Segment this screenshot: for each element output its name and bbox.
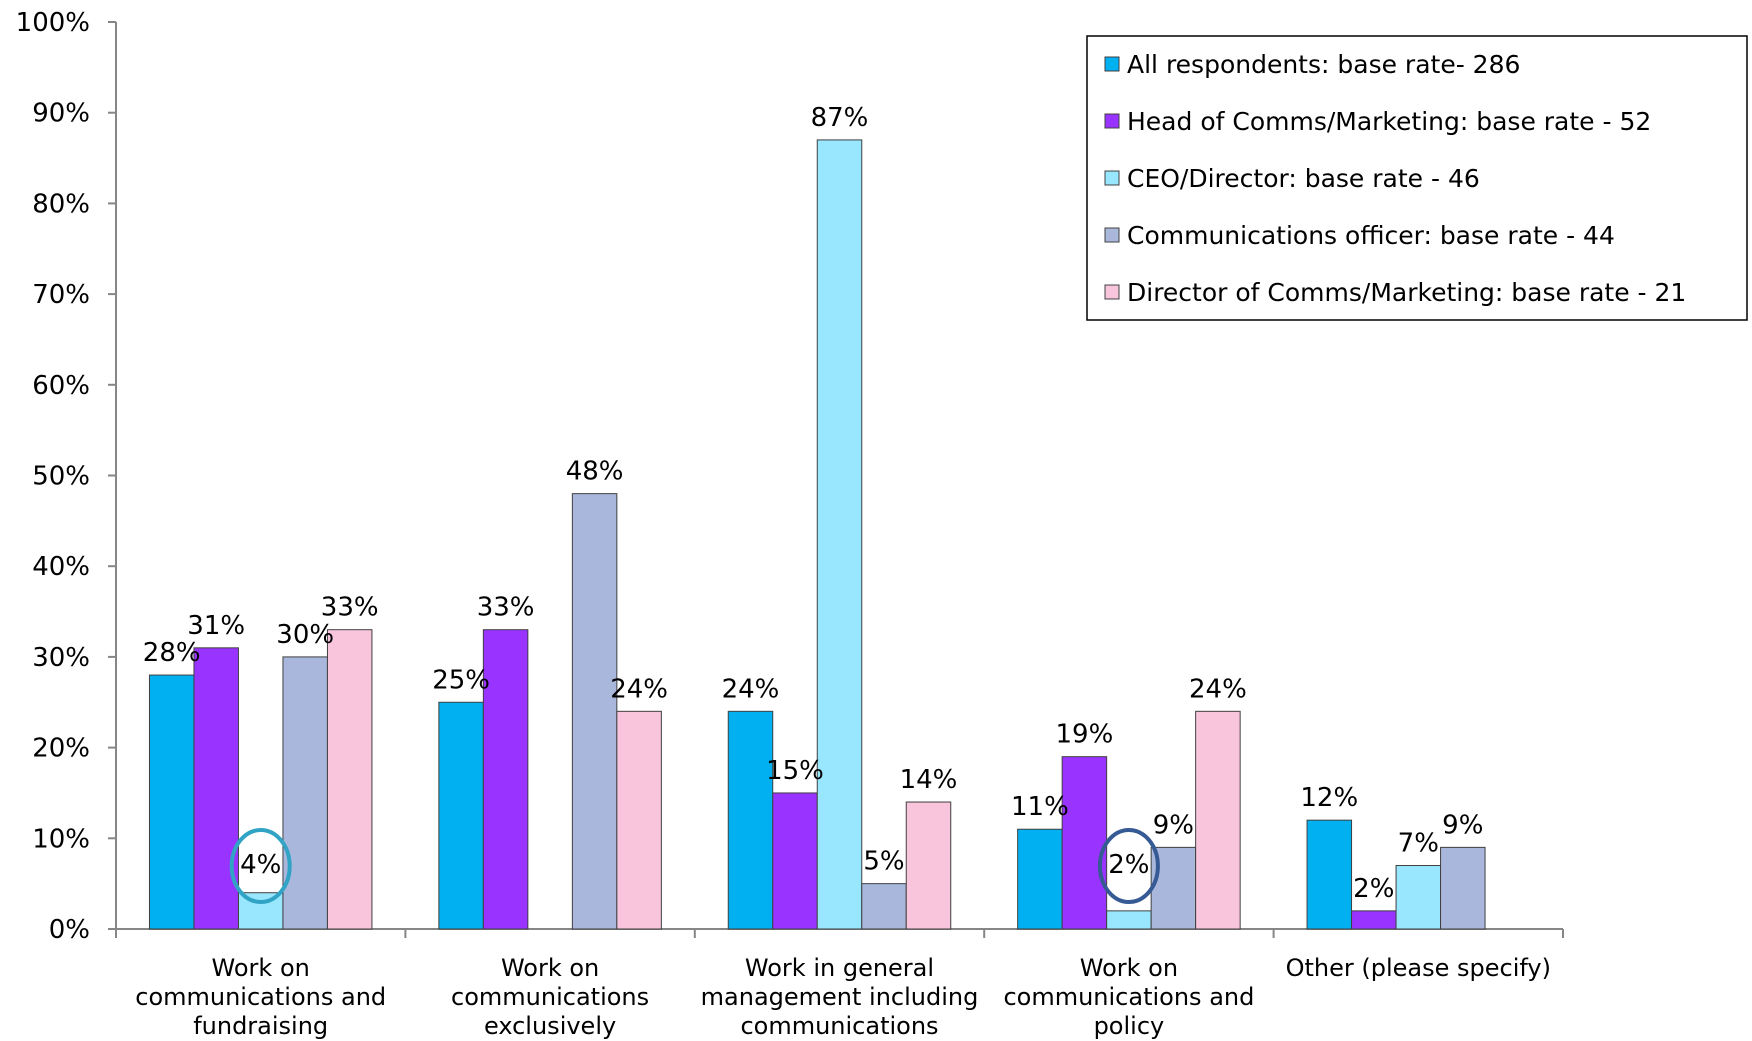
bar (1351, 910, 1397, 930)
bar (1061, 756, 1108, 930)
data-label: 28% (143, 638, 201, 668)
y-tick-label: 30% (32, 643, 90, 673)
x-category-label: Other (please specify) (1286, 954, 1551, 982)
bar (326, 629, 373, 930)
bar (905, 801, 952, 930)
legend-label: Communications officer: base rate - 44 (1127, 221, 1615, 250)
legend-swatch (1104, 170, 1120, 186)
legend-label: Director of Comms/Marketing: base rate -… (1127, 278, 1686, 307)
bar (1195, 710, 1241, 930)
legend-label: All respondents: base rate- 286 (1127, 50, 1520, 79)
y-tick-label: 50% (32, 462, 90, 492)
data-label: 24% (1189, 674, 1247, 704)
data-label: 33% (477, 593, 535, 623)
x-category-label: Work on communications and fundraising (135, 954, 386, 1040)
y-tick-label: 90% (32, 99, 90, 129)
data-label: 14% (900, 765, 958, 795)
legend-box (1086, 35, 1748, 321)
bar (727, 710, 774, 930)
y-tick-label: 0% (49, 915, 90, 945)
legend-swatch (1104, 284, 1120, 300)
data-label: 7% (1398, 829, 1439, 859)
data-label: 25% (432, 665, 490, 695)
legend-label: Head of Comms/Marketing: base rate - 52 (1127, 107, 1651, 136)
highlight-circles (229, 828, 1160, 904)
data-label: 2% (1108, 850, 1149, 880)
data-label: 33% (321, 593, 379, 623)
bar (1106, 910, 1152, 930)
bar (1440, 846, 1486, 930)
x-category-label: Work on communications and policy (1003, 954, 1254, 1040)
data-label: 11% (1011, 792, 1069, 822)
bar (482, 629, 529, 930)
data-label: 12% (1300, 783, 1358, 813)
axes: 0% 10% 20% 30% 40% 50% 60% 70% 80% 90% 100% Work on… (16, 8, 1564, 1040)
data-label: 24% (610, 674, 668, 704)
data-label: 19% (1056, 720, 1114, 750)
y-tick-label: 100% (16, 8, 90, 38)
bar (616, 710, 662, 930)
bar (861, 883, 907, 930)
legend: All respondents: base rate- 286 Head of C… (1086, 35, 1748, 321)
y-tick-label: 60% (32, 371, 90, 401)
bar (1017, 828, 1063, 930)
bars (148, 139, 1486, 930)
bar (282, 656, 328, 930)
data-label: 9% (1153, 810, 1194, 840)
y-tick-label: 10% (32, 824, 90, 854)
bar (772, 792, 818, 930)
data-label: 30% (276, 620, 334, 650)
legend-swatch (1104, 113, 1120, 129)
x-category-label: Work on communications exclusively (451, 954, 649, 1040)
data-label: 87% (811, 103, 869, 133)
data-label: 4% (240, 850, 281, 880)
data-label: 31% (187, 611, 245, 641)
y-tick-label: 70% (32, 280, 90, 310)
legend-swatch (1104, 56, 1120, 72)
highlight-circle (1097, 828, 1160, 904)
bar (571, 493, 618, 930)
bar (148, 674, 195, 930)
data-label: 24% (722, 674, 780, 704)
bar (1395, 865, 1442, 930)
y-tick-label: 80% (32, 189, 90, 219)
legend-swatch (1104, 227, 1120, 243)
y-tick-label: 40% (32, 552, 90, 582)
data-label: 48% (566, 457, 624, 487)
bar (193, 647, 239, 930)
bar (1306, 819, 1353, 930)
y-tick-label: 20% (32, 734, 90, 764)
bar (816, 139, 863, 930)
data-label: 15% (766, 756, 824, 786)
bar (438, 701, 484, 930)
data-labels: 28%25% 24%11% 12%31%33%15%19%2%4%87%2%7%30… (143, 103, 1484, 904)
data-label: 5% (863, 847, 904, 877)
data-label: 9% (1442, 810, 1483, 840)
x-category-label: Work in general management including commu… (701, 954, 979, 1040)
legend-label: CEO/Director: base rate - 46 (1127, 164, 1480, 193)
data-label: 2% (1353, 874, 1394, 904)
highlight-circle (229, 828, 292, 904)
